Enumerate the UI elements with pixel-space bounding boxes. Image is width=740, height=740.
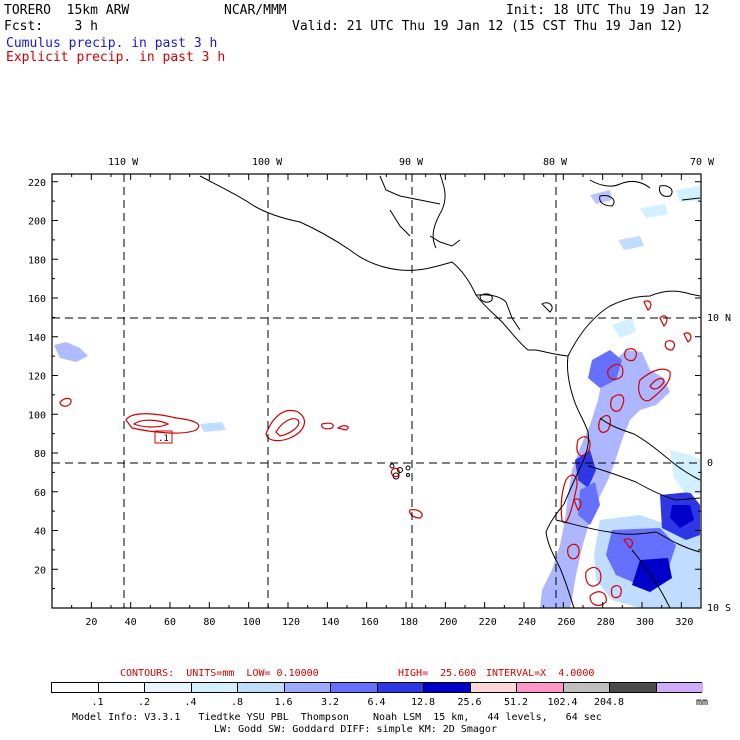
galapagos-islands: [389, 463, 411, 480]
y-tick-label: 160: [28, 294, 46, 305]
lon-label-110w: 110 W: [108, 157, 139, 168]
y-tick-label: 100: [28, 410, 46, 421]
lon-label-100w: 100 W: [252, 157, 283, 168]
x-tick-label: 40: [125, 617, 137, 628]
colorbar-swatch: [284, 683, 331, 692]
contour-units: CONTOURS: UNITS=mm LOW= 0.10000: [120, 668, 319, 679]
colorbar-label: .4: [184, 697, 197, 708]
colorbar-swatch: [98, 683, 145, 692]
colorbar-label: 51.2: [503, 697, 529, 708]
colorbar-swatch: [610, 683, 657, 692]
colorbar-label: 1.6: [274, 697, 293, 708]
colorbar: [51, 682, 703, 693]
model-title: TORERO 15km ARW: [4, 3, 130, 18]
x-tick-label: 80: [203, 617, 215, 628]
contour-high: HIGH= 25.600: [398, 668, 477, 679]
y-tick-label: 60: [34, 488, 46, 499]
colorbar-swatch: [331, 683, 378, 692]
x-tick-label: 60: [164, 617, 176, 628]
physics-info: LW: Godd SW: Goddard DIFF: simple KM: 2D…: [214, 724, 497, 735]
colorbar-label: .2: [137, 697, 151, 708]
init-time: Init: 18 UTC Thu 19 Jan 12: [506, 3, 710, 18]
x-tick-label: 120: [282, 617, 300, 628]
colorbar-label: 3.2: [320, 697, 340, 708]
colorbar-swatch: [191, 683, 238, 692]
field-title-cumulus: Cumulus precip. in past 3 h: [6, 36, 218, 51]
colorbar-label: .1: [91, 697, 104, 708]
lat-label-10n: 10 N: [707, 313, 731, 324]
contour-interval: INTERVAL=X 4.0000: [486, 668, 595, 679]
colorbar-unit: mm: [696, 697, 709, 708]
x-tick-label: 220: [479, 617, 497, 628]
field-title-explicit: Explicit precip. in past 3 h: [6, 50, 226, 65]
x-tick-label: 180: [400, 617, 418, 628]
y-tick-label: 20: [34, 565, 46, 576]
x-tick-label: 200: [439, 617, 457, 628]
contour-label-box: [154, 430, 173, 444]
colorbar-label: 204.8: [593, 697, 625, 708]
contour-label: .1: [158, 434, 169, 444]
latlon-grid: [52, 174, 701, 608]
colorbar-swatch: [517, 683, 564, 692]
x-tick-label: 280: [597, 617, 615, 628]
colorbar-label: 6.4: [367, 697, 386, 708]
coastlines: [199, 174, 701, 608]
explicit-precip-contours: [59, 300, 692, 606]
model-info: Model Info: V3.3.1 Tiedtke YSU PBL Thomp…: [72, 712, 602, 723]
map-frame: [51, 173, 702, 609]
x-tick-label: 100: [243, 617, 261, 628]
colorbar-swatch: [238, 683, 285, 692]
y-tick-label: 220: [28, 178, 46, 189]
x-tick-label: 260: [557, 617, 575, 628]
y-tick-label: 180: [28, 255, 46, 266]
x-tick-label: 140: [321, 617, 339, 628]
colorbar-label: 102.4: [547, 697, 578, 708]
colorbar-swatch: [145, 683, 192, 692]
colorbar-swatch: [563, 683, 610, 692]
x-tick-label: 160: [361, 617, 379, 628]
colorbar-label: 12.8: [410, 697, 436, 708]
lon-label-70w: 70 W: [690, 157, 715, 168]
cumulus-precip-shading: [54, 186, 700, 608]
x-tick-label: 20: [85, 617, 97, 628]
colorbar-swatch: [377, 683, 424, 692]
lat-label-0: 0: [707, 458, 713, 469]
colorbar-swatch: [424, 683, 471, 692]
organization: NCAR/MMM: [224, 3, 287, 18]
y-tick-label: 120: [28, 372, 46, 383]
x-tick-label: 320: [675, 617, 693, 628]
colorbar-swatch: [52, 683, 99, 692]
lon-label-90w: 90 W: [399, 157, 424, 168]
x-tick-label: 240: [518, 617, 536, 628]
x-tick-label: 300: [636, 617, 654, 628]
colorbar-label: 25.6: [457, 697, 482, 708]
colorbar-label: .8: [230, 697, 244, 708]
lon-label-80w: 80 W: [543, 157, 568, 168]
colorbar-swatch: [656, 683, 703, 692]
y-tick-label: 80: [34, 449, 46, 460]
y-tick-label: 140: [28, 333, 46, 344]
valid-time: Valid: 21 UTC Thu 19 Jan 12 (15 CST Thu …: [292, 19, 684, 34]
lat-label-10s: 10 S: [707, 603, 731, 614]
y-tick-label: 200: [28, 217, 46, 228]
forecast-hour: Fcst: 3 h: [4, 19, 98, 34]
y-tick-label: 40: [34, 527, 46, 538]
colorbar-swatch: [470, 683, 517, 692]
